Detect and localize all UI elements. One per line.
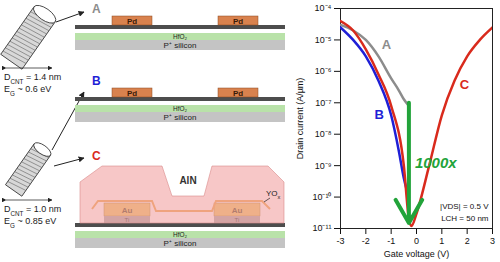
svg-text:10⁻¹¹: 10⁻¹¹ — [312, 223, 331, 233]
svg-text:DCNT = 1.4 nm: DCNT = 1.4 nm — [4, 72, 61, 85]
svg-text:1000x: 1000x — [415, 154, 457, 171]
svg-text:-3: -3 — [336, 236, 344, 246]
svg-text:Pd: Pd — [127, 17, 137, 26]
svg-text:HfO₂: HfO₂ — [173, 33, 188, 40]
svg-text:B: B — [92, 74, 101, 88]
svg-text:10⁻⁷: 10⁻⁷ — [315, 98, 331, 108]
svg-text:AlN: AlN — [179, 175, 196, 186]
svg-text:Pd: Pd — [233, 17, 243, 26]
svg-text:C: C — [92, 149, 101, 163]
svg-text:1: 1 — [439, 236, 444, 246]
svg-text:|VDS| = 0.5 V: |VDS| = 0.5 V — [440, 202, 489, 211]
svg-text:HfO₂: HfO₂ — [173, 231, 188, 238]
svg-text:P⁺ silicon: P⁺ silicon — [164, 239, 197, 248]
svg-text:DCNT = 1.0 nm: DCNT = 1.0 nm — [4, 204, 61, 217]
svg-text:EG ~ 0.6 eV: EG ~ 0.6 eV — [4, 84, 51, 97]
svg-text:0: 0 — [414, 236, 419, 246]
svg-text:B: B — [374, 107, 383, 122]
svg-text:-2: -2 — [362, 236, 370, 246]
svg-text:YOx: YOx — [266, 189, 281, 200]
svg-text:Gate voltage (V): Gate voltage (V) — [384, 249, 450, 259]
svg-text:HfO₂: HfO₂ — [173, 105, 188, 112]
svg-text:EG ~ 0.85 eV: EG ~ 0.85 eV — [4, 216, 56, 229]
svg-text:10⁻⁶: 10⁻⁶ — [315, 66, 332, 76]
svg-text:P⁺ silicon: P⁺ silicon — [164, 113, 197, 122]
svg-text:Pd: Pd — [127, 89, 137, 98]
svg-text:3: 3 — [490, 236, 495, 246]
svg-text:A: A — [382, 37, 392, 52]
svg-text:A: A — [92, 2, 101, 16]
svg-text:10⁻⁸: 10⁻⁸ — [315, 129, 332, 139]
svg-text:2: 2 — [465, 236, 470, 246]
svg-text:LCH = 50 nm: LCH = 50 nm — [441, 214, 489, 223]
svg-text:Drain current (A/µm): Drain current (A/µm) — [295, 78, 305, 160]
svg-text:10⁻⁴: 10⁻⁴ — [315, 3, 332, 13]
svg-text:10⁻⁵: 10⁻⁵ — [315, 35, 332, 45]
svg-text:10⁻⁹: 10⁻⁹ — [315, 161, 332, 171]
svg-text:10⁻¹⁰: 10⁻¹⁰ — [312, 192, 331, 202]
svg-text:-1: -1 — [387, 236, 395, 246]
svg-text:C: C — [460, 77, 470, 92]
svg-text:Pd: Pd — [233, 89, 243, 98]
svg-text:P⁺ silicon: P⁺ silicon — [164, 41, 197, 50]
